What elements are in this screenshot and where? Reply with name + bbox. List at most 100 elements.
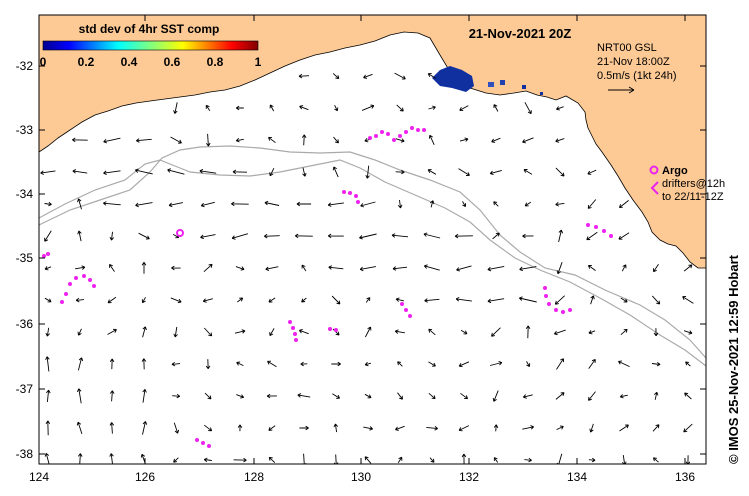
- drifter-track-7: [328, 327, 338, 332]
- current-vector: [332, 166, 339, 178]
- current-vector: [427, 73, 437, 79]
- current-vector: [428, 392, 436, 400]
- current-vector: [44, 297, 52, 303]
- current-vector: [44, 266, 52, 271]
- current-vector: [266, 393, 277, 399]
- current-vector: [423, 232, 441, 239]
- drifter-arrow-symbol: [650, 181, 659, 195]
- current-vector: [361, 104, 375, 111]
- current-vector: [518, 296, 537, 303]
- current-vector: [141, 297, 146, 304]
- current-vector: [72, 137, 88, 143]
- current-vector: [301, 134, 307, 146]
- drifter-track-3: [42, 252, 50, 258]
- current-vector: [265, 266, 279, 272]
- current-vector: [653, 264, 659, 273]
- current-vector: [555, 392, 565, 400]
- current-vector: [44, 230, 52, 242]
- current-vector: [44, 201, 52, 207]
- current-vector: [426, 426, 438, 431]
- current-vector: [555, 201, 565, 207]
- current-vector: [555, 167, 565, 177]
- current-vector: [651, 295, 661, 305]
- current-vector: [424, 298, 440, 303]
- current-vector: [428, 105, 436, 110]
- current-vector: [75, 297, 84, 303]
- current-vector: [294, 233, 313, 239]
- current-vectors: [40, 72, 694, 464]
- drifter-track-8: [543, 286, 572, 314]
- current-vector: [363, 426, 374, 431]
- drifter-track-5: [288, 320, 298, 342]
- current-vector: [134, 168, 153, 175]
- current-vector: [136, 138, 152, 143]
- current-vector: [462, 201, 467, 207]
- current-vector: [586, 231, 598, 241]
- y-tick-label: -35: [16, 251, 34, 265]
- imos-credit: © IMOS 25-Nov-2021 12:59 Hobart: [726, 254, 741, 464]
- current-vector: [493, 201, 499, 207]
- colorbar-ticks: 0 0.2 0.4 0.6 0.8 1: [40, 55, 262, 69]
- current-vector: [302, 167, 307, 177]
- current-vector: [364, 393, 372, 399]
- current-vector: [173, 422, 180, 434]
- current-vector: [237, 297, 244, 303]
- current-vector: [459, 105, 469, 112]
- current-vector: [363, 73, 373, 79]
- x-tick-label: 132: [459, 470, 479, 484]
- argo-desc-2: to 22/11-12Z: [662, 191, 724, 203]
- current-vector: [685, 361, 691, 367]
- argo-title: Argo: [662, 165, 688, 177]
- current-vector: [652, 457, 659, 463]
- drifter-track-10: [195, 438, 211, 448]
- current-vector: [142, 326, 147, 338]
- current-vector: [489, 169, 502, 176]
- drifter-track-1: [368, 126, 426, 142]
- current-vector: [618, 200, 629, 209]
- current-vector: [522, 425, 535, 430]
- current-vector: [334, 104, 339, 112]
- current-vector: [75, 265, 86, 270]
- current-vector: [107, 296, 117, 304]
- current-vector: [135, 202, 153, 208]
- current-vector: [267, 360, 277, 368]
- current-vector: [234, 329, 246, 334]
- current-vector: [588, 457, 596, 463]
- current-vector: [683, 330, 693, 335]
- current-vector: [620, 297, 628, 303]
- current-vector: [395, 425, 405, 431]
- current-vector: [236, 394, 245, 399]
- current-vector: [103, 170, 121, 176]
- current-vector: [522, 394, 533, 399]
- drifter-track-4: [60, 274, 96, 304]
- current-vector: [652, 424, 660, 432]
- current-vector: [173, 457, 179, 463]
- current-vector: [77, 453, 83, 464]
- current-vector: [391, 233, 409, 238]
- current-vector: [428, 134, 435, 145]
- current-vector: [170, 297, 182, 304]
- current-vector: [77, 230, 82, 242]
- current-vector: [264, 200, 280, 206]
- map-title: 21-Nov-2021 20Z: [469, 26, 572, 41]
- current-vector: [45, 420, 51, 436]
- current-vector: [653, 328, 659, 337]
- current-vector: [173, 102, 178, 114]
- current-vector: [395, 169, 405, 175]
- drifter-track-9: [586, 223, 613, 238]
- drifter-track-2: [342, 190, 360, 204]
- current-vector: [587, 169, 597, 175]
- x-tick-label: 134: [567, 470, 587, 484]
- colorbar-title: std dev of 4hr SST comp: [79, 22, 220, 36]
- current-vector: [76, 388, 82, 404]
- current-vector: [522, 233, 534, 239]
- current-vector: [167, 168, 185, 175]
- x-tick-label: 124: [29, 470, 49, 484]
- current-vector: [493, 424, 499, 432]
- current-vector: [298, 73, 310, 79]
- current-vector: [299, 105, 309, 111]
- current-vector: [199, 168, 217, 174]
- current-vector: [554, 295, 566, 305]
- current-vector: [109, 390, 115, 402]
